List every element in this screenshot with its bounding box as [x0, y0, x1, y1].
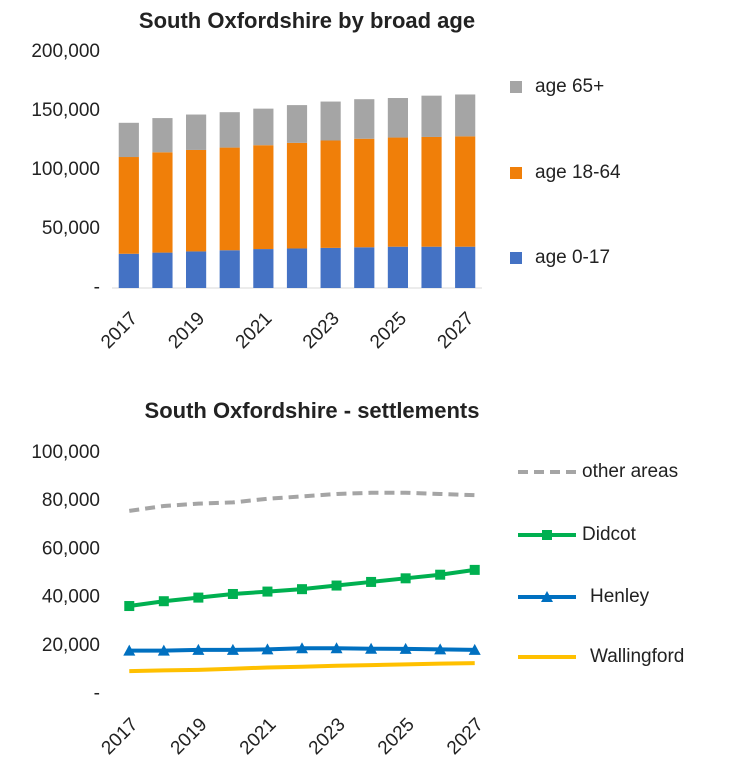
bar-segment	[354, 138, 375, 248]
bar-segment	[118, 253, 139, 288]
bar-segment	[387, 137, 408, 247]
bar-segment	[387, 98, 408, 138]
y-tick-label: 40,000	[42, 587, 100, 608]
x-tick-label: 2027	[443, 714, 488, 759]
bar-segment	[253, 249, 274, 288]
marker	[227, 588, 238, 599]
bar-segment	[387, 246, 408, 288]
bar-segment	[152, 152, 173, 253]
bar-segment	[186, 114, 207, 150]
bar-segment	[320, 247, 341, 288]
bar-segment	[253, 145, 274, 250]
y-tick-label: 60,000	[42, 538, 100, 559]
y-tick-label: 100,000	[31, 159, 100, 180]
bar-segment	[219, 147, 240, 251]
bar-segment	[219, 112, 240, 148]
bar-segment	[286, 248, 308, 288]
x-tick-label: 2019	[167, 714, 212, 759]
bar-segment	[118, 122, 139, 158]
bar-segment	[186, 149, 207, 252]
marker	[124, 601, 135, 612]
bar-segment	[286, 142, 308, 249]
y-tick-label: 150,000	[31, 100, 100, 121]
marker	[365, 642, 378, 654]
bar-segment	[455, 94, 476, 137]
bar-segment	[421, 95, 442, 137]
marker	[226, 643, 239, 655]
x-tick-label: 2019	[164, 308, 209, 353]
marker	[435, 569, 446, 580]
bar-segment	[253, 108, 274, 146]
x-tick-label: 2017	[98, 714, 143, 759]
legend-label: age 18-64	[535, 162, 621, 183]
y-tick-label: -	[94, 683, 100, 704]
bar-segment	[320, 101, 341, 141]
line	[129, 661, 475, 674]
marker	[331, 580, 342, 591]
y-tick-label: -	[94, 277, 100, 298]
marker	[468, 643, 481, 655]
x-tick-label: 2025	[366, 308, 411, 353]
marker	[296, 642, 308, 654]
bar-segment	[421, 246, 442, 288]
bar-segment	[421, 136, 442, 247]
marker	[192, 643, 205, 655]
x-tick-label: 2027	[434, 308, 479, 353]
x-tick-label: 2025	[374, 714, 419, 759]
marker	[193, 592, 204, 603]
x-tick-label: 2017	[97, 308, 142, 353]
bar-segment	[320, 140, 341, 248]
bar-segment	[354, 247, 375, 288]
line	[128, 490, 475, 513]
legend-label: Didcot	[582, 524, 637, 545]
marker	[261, 643, 274, 655]
legend-marker	[541, 591, 553, 602]
legend-swatch	[510, 252, 522, 264]
bar-segment	[152, 118, 173, 153]
bar-segment	[286, 105, 308, 143]
marker	[366, 576, 377, 587]
marker	[123, 644, 136, 656]
chart-title: South Oxfordshire by broad age	[139, 8, 475, 33]
y-tick-label: 20,000	[42, 635, 100, 656]
marker	[158, 596, 169, 607]
legend-swatch	[510, 81, 522, 93]
legend-label: Henley	[590, 586, 650, 607]
marker	[399, 642, 412, 654]
marker	[469, 564, 480, 575]
x-tick-label: 2023	[305, 714, 350, 759]
legend-label: age 0-17	[535, 247, 610, 268]
bar-segment	[455, 246, 476, 288]
marker	[262, 586, 273, 597]
bar-segment	[354, 99, 375, 139]
x-tick-label: 2023	[299, 308, 344, 353]
bar-segment	[186, 251, 207, 288]
marker	[157, 644, 170, 656]
legend-marker	[542, 530, 552, 540]
legend-swatch	[510, 167, 522, 179]
bar-segment	[118, 157, 139, 254]
legend-label: other areas	[582, 461, 678, 482]
marker	[330, 642, 343, 654]
marker	[297, 584, 307, 595]
y-tick-label: 200,000	[31, 41, 100, 62]
marker	[434, 643, 447, 655]
y-tick-label: 50,000	[42, 218, 100, 239]
bar-segment	[219, 250, 240, 288]
legend-label: age 65+	[535, 76, 604, 97]
chart-title: South Oxfordshire - settlements	[145, 398, 480, 423]
y-tick-label: 100,000	[31, 442, 100, 463]
marker	[400, 573, 411, 584]
bar-segment	[455, 136, 476, 247]
x-tick-label: 2021	[232, 308, 277, 353]
y-tick-label: 80,000	[42, 490, 100, 511]
x-tick-label: 2021	[236, 714, 281, 759]
bar-segment	[152, 252, 173, 288]
legend-label: Wallingford	[590, 646, 684, 667]
